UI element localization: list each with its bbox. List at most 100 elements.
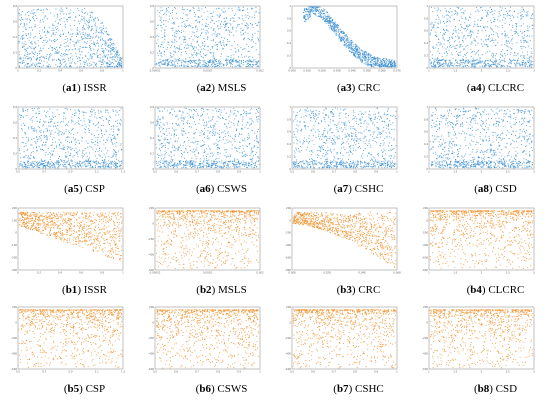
scatter-point [471,61,473,63]
x-tick-label: 0.7 [42,170,46,174]
scatter-point [436,35,438,37]
scatter-point [440,63,442,65]
scatter-point [200,66,202,68]
scatter-point [190,25,192,27]
scatter-point [509,62,511,64]
scatter-point [332,23,334,25]
scatter-point [374,58,376,61]
scatter-point [54,131,56,133]
scatter-point [55,8,57,10]
scatter-point [443,43,445,45]
scatter-point [493,63,495,65]
scatter-point [116,152,118,154]
scatter-point [252,24,254,26]
scatter-point [371,59,373,61]
scatter-point [490,54,493,56]
scatter-point [466,65,468,67]
scatter-point [470,35,472,37]
scatter-point [23,45,25,47]
scatter-point [384,61,386,63]
scatter-point [46,136,48,138]
scatter-point [185,44,187,46]
scatter-point [469,37,472,39]
scatter-point [345,40,348,42]
scatter-point [513,16,515,18]
scatter-point [240,31,242,33]
scatter-point [49,164,51,166]
scatter-point [66,124,68,126]
scatter-point [159,143,161,145]
scatter-point [165,25,167,27]
scatter-point [227,41,229,43]
scatter-point [83,37,85,39]
scatter-point [76,66,78,68]
scatter-point [243,38,245,40]
scatter-point [33,37,35,39]
scatter-point [365,64,367,66]
scatter-point [110,141,112,143]
scatter-point [79,66,81,68]
scatter-point [67,57,70,59]
scatter-point [491,28,493,30]
scatter-point [504,17,507,19]
scatter-point [52,48,54,50]
scatter-point [208,163,210,165]
scatter-point [257,21,260,23]
scatter-point [444,22,446,24]
y-tick-label: 0.4 [287,41,291,45]
scatter-point [96,163,98,166]
scatter-point [322,15,324,17]
scatter-point [453,18,455,20]
scatter-point [38,166,40,168]
scatter-point [225,59,227,61]
scatter-point [178,60,180,62]
y-tick-label: 0.2 [13,151,17,155]
scatter-point [505,55,507,57]
scatter-point [382,59,384,61]
scatter-point [443,39,445,41]
scatter-point [87,146,89,148]
scatter-point [209,60,211,62]
scatter-point [335,26,337,28]
scatter-point [367,59,369,61]
scatter-point [390,61,392,63]
scatter-point [510,63,512,65]
scatter-point [160,46,162,48]
scatter-point [94,144,96,146]
scatter-point [161,56,163,58]
scatter-point [113,66,115,68]
scatter-point [499,53,502,55]
scatter-point [35,147,38,149]
scatter-point [182,166,184,168]
scatter-point [112,110,114,112]
scatter-point [202,19,204,21]
scatter-point [205,31,207,34]
scatter-point [514,10,516,12]
scatter-point [451,65,453,67]
scatter-point [497,35,499,37]
scatter-point [491,29,493,31]
scatter-point [232,61,234,63]
scatter-point [97,122,99,124]
scatter-point [372,62,374,64]
y-tick-label: 0 [15,66,17,70]
scatter-point [237,162,239,164]
scatter-point [216,46,218,48]
scatter-point [60,19,62,21]
scatter-point [34,129,36,131]
scatter-point [446,54,448,56]
scatter-point [243,48,245,50]
scatter-point [203,61,205,63]
scatter-point [171,127,173,129]
scatter-point [94,151,96,153]
scatter-point [195,155,197,157]
scatter-point [23,54,25,56]
scatter-point [347,40,349,43]
scatter-point [61,132,63,134]
scatter-point [462,37,464,39]
scatter-point [192,48,194,50]
scatter-point [503,58,505,60]
scatter-point [305,18,307,20]
scatter-point [84,62,87,64]
scatter-point [54,116,56,118]
